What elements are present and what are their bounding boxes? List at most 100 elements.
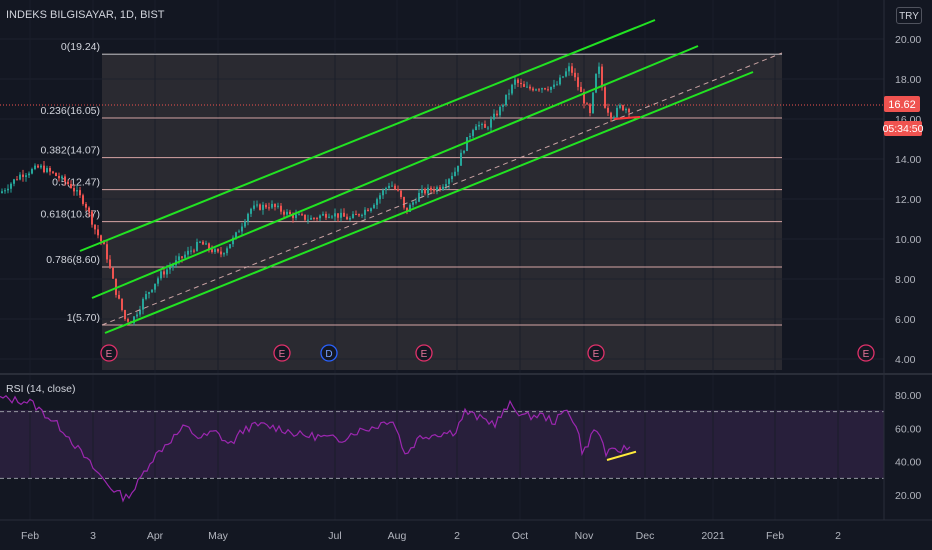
rsi-trend-line[interactable] [606,450,637,461]
candle-body [436,187,438,192]
time-axis[interactable]: Feb 3 Apr May Jul Aug 2 Oct Nov Dec 2021 Feb 2 [21,530,841,542]
candle-body [565,71,567,77]
candle-body [364,209,366,215]
candle-body [31,168,33,174]
earnings-marker[interactable] [587,344,605,362]
candle-body [559,77,561,85]
candle-body [511,84,513,94]
trend-channel[interactable] [79,19,783,334]
rsi-tick-label: 40.00 [895,457,921,469]
candle-body [199,241,201,243]
candle-body [16,179,18,181]
countdown-tag [884,121,922,136]
candle-body [505,94,507,106]
candle-body [322,213,324,216]
dividend-marker[interactable] [320,344,338,362]
candle-body [151,289,153,293]
channel-lower-line[interactable] [104,71,754,334]
earnings-marker[interactable] [273,344,291,362]
price-tick-label: 6.00 [895,314,916,326]
chart-title[interactable]: INDEKS BILGISAYAR, 1D, BIST [6,9,165,21]
time-tick-label: Aug [388,530,407,542]
candle-body [7,188,9,191]
currency-button[interactable]: TRY [896,7,922,24]
candle-body [469,135,471,138]
fib-levels: 0(19.24)0.236(16.05)0.382(14.07)0.5(12.4… [0,41,884,326]
candle-body [586,103,588,105]
candle-body [370,208,372,212]
candle-body [325,213,327,218]
candle-body [172,265,174,268]
fib-label: 0(19.24) [61,41,100,53]
candle-body [154,283,156,290]
fib-label: 0.236(16.05) [40,105,100,117]
candle-body [187,250,189,255]
candle-body [163,271,165,275]
candle-body [106,244,108,260]
earnings-marker[interactable] [415,344,433,362]
candle-body [526,86,528,88]
price-tick-label: 8.00 [895,274,916,286]
time-tick-label: Feb [766,530,784,542]
candle-body [118,294,120,299]
candle-body [409,204,411,212]
earnings-marker[interactable] [100,344,118,362]
candle-body [64,176,66,182]
candle-body [124,310,126,320]
candle-body [442,186,444,190]
candle-body [283,211,285,215]
candle-body [601,66,603,88]
candle-body [268,207,270,209]
rsi-tick-label: 20.00 [895,490,921,502]
candle-body [415,201,417,203]
candle-body [613,117,615,119]
candle-body [49,168,51,172]
candle-body [307,219,309,221]
rsi-title[interactable]: RSI (14, close) [6,383,76,395]
candle-body [37,165,39,168]
candle-body [541,88,543,90]
earnings-marker[interactable] [857,344,875,362]
candle-body [523,84,525,87]
candle-body [217,249,219,252]
candle-body [430,187,432,191]
candle-body [472,130,474,136]
candle-body [562,76,564,78]
candle-body [412,202,414,205]
candle-body [169,267,171,270]
candle-body [358,214,360,216]
candle-body [43,165,45,173]
event-marker-label: E [106,349,113,360]
candle-body [160,271,162,279]
fib-label: 0.382(14.07) [40,145,100,157]
price-tick-label: 12.00 [895,194,921,206]
candle-body [139,309,141,315]
candle-body [457,165,459,172]
channel-middle-line[interactable] [91,45,699,299]
candle-body [214,249,216,253]
price-tick-label: 14.00 [895,154,921,166]
candle-body [25,175,27,177]
candle-body [484,124,486,128]
channel-upper-line[interactable] [79,19,656,252]
candle-body [271,203,273,208]
price-tick-label: 4.00 [895,354,916,366]
candle-body [292,214,294,219]
candle-body [628,108,630,113]
candle-body [193,250,195,252]
candle-body [85,203,87,208]
candle-body [391,185,393,187]
candle-body [556,84,558,86]
price-axis[interactable]: 20.0018.0016.0014.0012.0010.008.006.004.… [895,34,921,366]
support-line[interactable] [613,116,641,120]
rsi-axis[interactable]: 80.00 60.00 40.00 20.00 [895,390,921,502]
candle-body [286,211,288,215]
candle-body [22,174,24,177]
candle-body [475,126,477,131]
candle-body [337,213,339,218]
candle-body [583,91,585,104]
candle-body [262,204,264,210]
price-tick-label: 10.00 [895,234,921,246]
